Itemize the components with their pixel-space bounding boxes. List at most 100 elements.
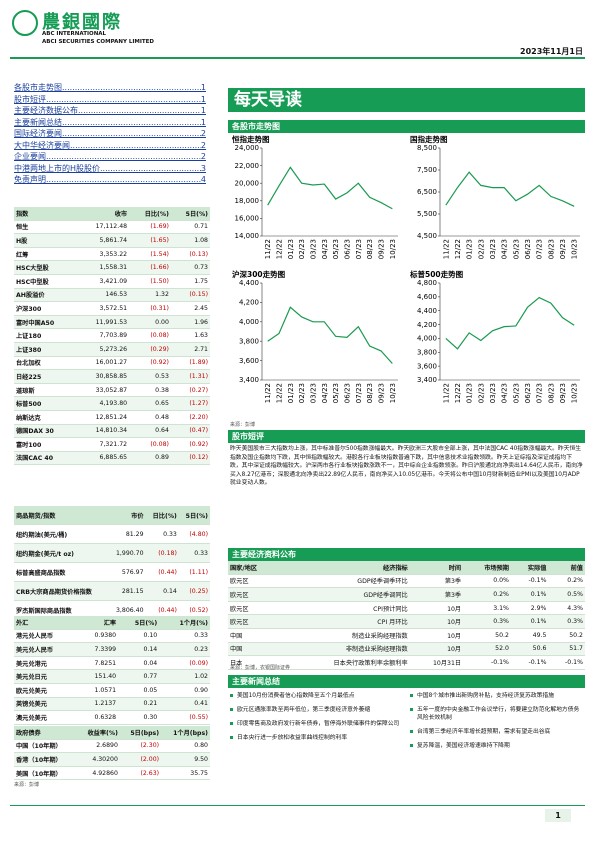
cell: 0.1% xyxy=(510,587,549,602)
cell: 50.2 xyxy=(548,628,585,643)
cell: (0.12) xyxy=(170,451,210,466)
x-tick-label: 03/23 xyxy=(310,239,318,259)
header-cell: 指数 xyxy=(14,207,77,221)
cell: HSC中型股 xyxy=(14,274,77,289)
x-tick-label: 06/23 xyxy=(344,383,352,403)
cell: 3,353.22 xyxy=(76,247,130,262)
row: 德国DAX 30 14,810.34 0.64 (0.47) xyxy=(14,424,210,439)
cell: 1.32 xyxy=(129,288,171,303)
row: 中国 制造业采购经理指数 10月 50.2 49.5 50.2 xyxy=(228,628,585,643)
toc-item: 主要经济数据公布................................… xyxy=(14,105,206,117)
row: 中国 非制造业采购经理指数 10月 52.0 50.6 51.7 xyxy=(228,642,585,657)
cell: 港元兑人民币 xyxy=(14,629,79,644)
footer-rule xyxy=(10,805,585,806)
cell: 第3季 xyxy=(409,587,464,602)
x-tick-label: 06/23 xyxy=(344,239,352,259)
row: 富时100 7,321.72 (0.08) (0.92) xyxy=(14,437,210,452)
y-tick-label: 8,500 xyxy=(417,144,437,152)
cell: 美元兑港元 xyxy=(14,656,79,671)
row: 欧元区 CPI 月环比 10月 0.3% 0.1% 0.3% xyxy=(228,614,585,629)
row: 美国（10年期） 4.92860 (2.63) 35.75 xyxy=(14,766,210,781)
header-cell: 前值 xyxy=(548,561,585,575)
row: 红筹 3,353.22 (1.54) (0.13) xyxy=(14,247,210,262)
chart-title: 标普500走势图 xyxy=(409,269,464,279)
news-item: 中国8个城市推出新购房补贴，支持经济复苏政策措施 xyxy=(410,692,582,700)
comment: 昨天美国股市三大指数均上涨，其中标准普尔500指数涨幅最大。昨天欧洲三大股市全部… xyxy=(230,446,583,486)
row: HSC大型股 1,558.31 (1.66) 0.73 xyxy=(14,260,210,275)
x-tick-label: 03/23 xyxy=(310,383,318,403)
cell: 1,990.70 xyxy=(108,543,146,563)
row: 香港（10年期） 4.30200 (2.00) 9.50 xyxy=(14,752,210,767)
toc-item: 企业要闻....................................… xyxy=(14,151,206,163)
toc-text: 免责声明 xyxy=(14,175,46,184)
section-heading: 各股市走势图 xyxy=(228,120,585,133)
cell: 1.08 xyxy=(170,233,210,248)
cell: GDP经季调同比 xyxy=(279,587,410,602)
header-row: 指数 收市 日比(%) 5日(%) xyxy=(14,207,210,221)
header-cell: 日比(%) xyxy=(145,506,179,525)
x-tick-label: 12/22 xyxy=(454,383,462,403)
x-tick-label: 08/23 xyxy=(366,383,374,403)
y-tick-label: 20,000 xyxy=(235,179,260,187)
cell: 欧元区 xyxy=(228,614,280,629)
cell: 0.80 xyxy=(161,739,210,754)
y-tick-label: 22,000 xyxy=(235,162,260,170)
cell: 2.6890 xyxy=(76,739,120,754)
toc-text: 主要经济数据公布 xyxy=(14,106,78,115)
cell: 10月 xyxy=(409,614,464,629)
section-heading: 股市短评 xyxy=(228,430,585,443)
cell: (0.13) xyxy=(170,247,210,262)
cell: 51.7 xyxy=(548,642,585,657)
cell: 0.33 xyxy=(178,543,210,563)
cell: 0.0% xyxy=(463,574,511,589)
logo-en: ABCI SECURITIES COMPANY LIMITED xyxy=(42,39,154,45)
cell: (0.09) xyxy=(159,656,210,671)
x-tick-label: 08/23 xyxy=(366,239,374,259)
row: AH股溢价 146.53 1.32 (0.15) xyxy=(14,288,210,303)
cell: 制造业采购经理指数 xyxy=(279,628,410,643)
cell: 0.53 xyxy=(129,369,171,384)
x-tick-label: 08/23 xyxy=(547,383,555,403)
x-tick-label: 12/22 xyxy=(454,239,462,259)
x-tick-label: 07/23 xyxy=(355,383,363,403)
header-cell: 实际值 xyxy=(510,561,549,575)
x-tick-label: 05/23 xyxy=(512,383,520,403)
header-cell: 商品期货/指数 xyxy=(14,506,109,525)
news-item: 美国10月份消费者信心指数降至五个月最低点 xyxy=(230,692,402,700)
cell: 35.75 xyxy=(161,766,210,781)
cell: CPI 月环比 xyxy=(279,614,410,629)
cell: 日本 xyxy=(228,655,280,670)
cell: 美元兑人民币 xyxy=(14,642,79,657)
cell: 0.04 xyxy=(118,656,160,671)
cell: 香港（10年期） xyxy=(14,752,77,767)
toc-item: 各股市走势图..................................… xyxy=(14,82,206,94)
header-cell: 5日(bps) xyxy=(119,726,162,740)
x-tick-label: 01/23 xyxy=(287,383,295,403)
cell: 1.96 xyxy=(170,315,210,330)
cell: (2.20) xyxy=(170,410,210,425)
row: 台北加权 16,001.27 (0.92) (1.89) xyxy=(14,356,210,371)
x-tick-label: 02/23 xyxy=(298,383,306,403)
y-tick-label: 3,400 xyxy=(239,376,259,384)
row: 富时中国A50 11,991.53 0.00 1.96 xyxy=(14,315,210,330)
source: 来源：彭博 xyxy=(230,422,256,428)
toc-item: 大中华经济要闻.................................… xyxy=(14,140,206,152)
x-tick-label: 04/23 xyxy=(321,383,329,403)
x-tick-label: 10/23 xyxy=(571,383,579,403)
cell: H股 xyxy=(14,233,77,248)
cell: GDP经季调季环比 xyxy=(279,574,410,589)
row: 纽约期金(美元/t oz) 1,990.70 (0.18) 0.33 xyxy=(14,543,210,563)
cell: (0.92) xyxy=(170,437,210,452)
cell: 6,885.65 xyxy=(76,451,130,466)
header-cell: 收市 xyxy=(76,207,130,221)
cell: 1.0571 xyxy=(78,683,119,698)
cell: (1.31) xyxy=(170,369,210,384)
row: 欧元兑美元 1.0571 0.05 0.90 xyxy=(14,683,210,698)
cell: 道琼斯 xyxy=(14,383,77,398)
row: 美元兑日元 151.40 0.77 1.02 xyxy=(14,669,210,684)
cell: 5,273.26 xyxy=(76,342,130,357)
cell: (0.44) xyxy=(145,562,179,582)
cell: (1.27) xyxy=(170,396,210,411)
source: 来源：彭博 xyxy=(14,782,40,788)
y-tick-label: 7,500 xyxy=(417,166,437,174)
